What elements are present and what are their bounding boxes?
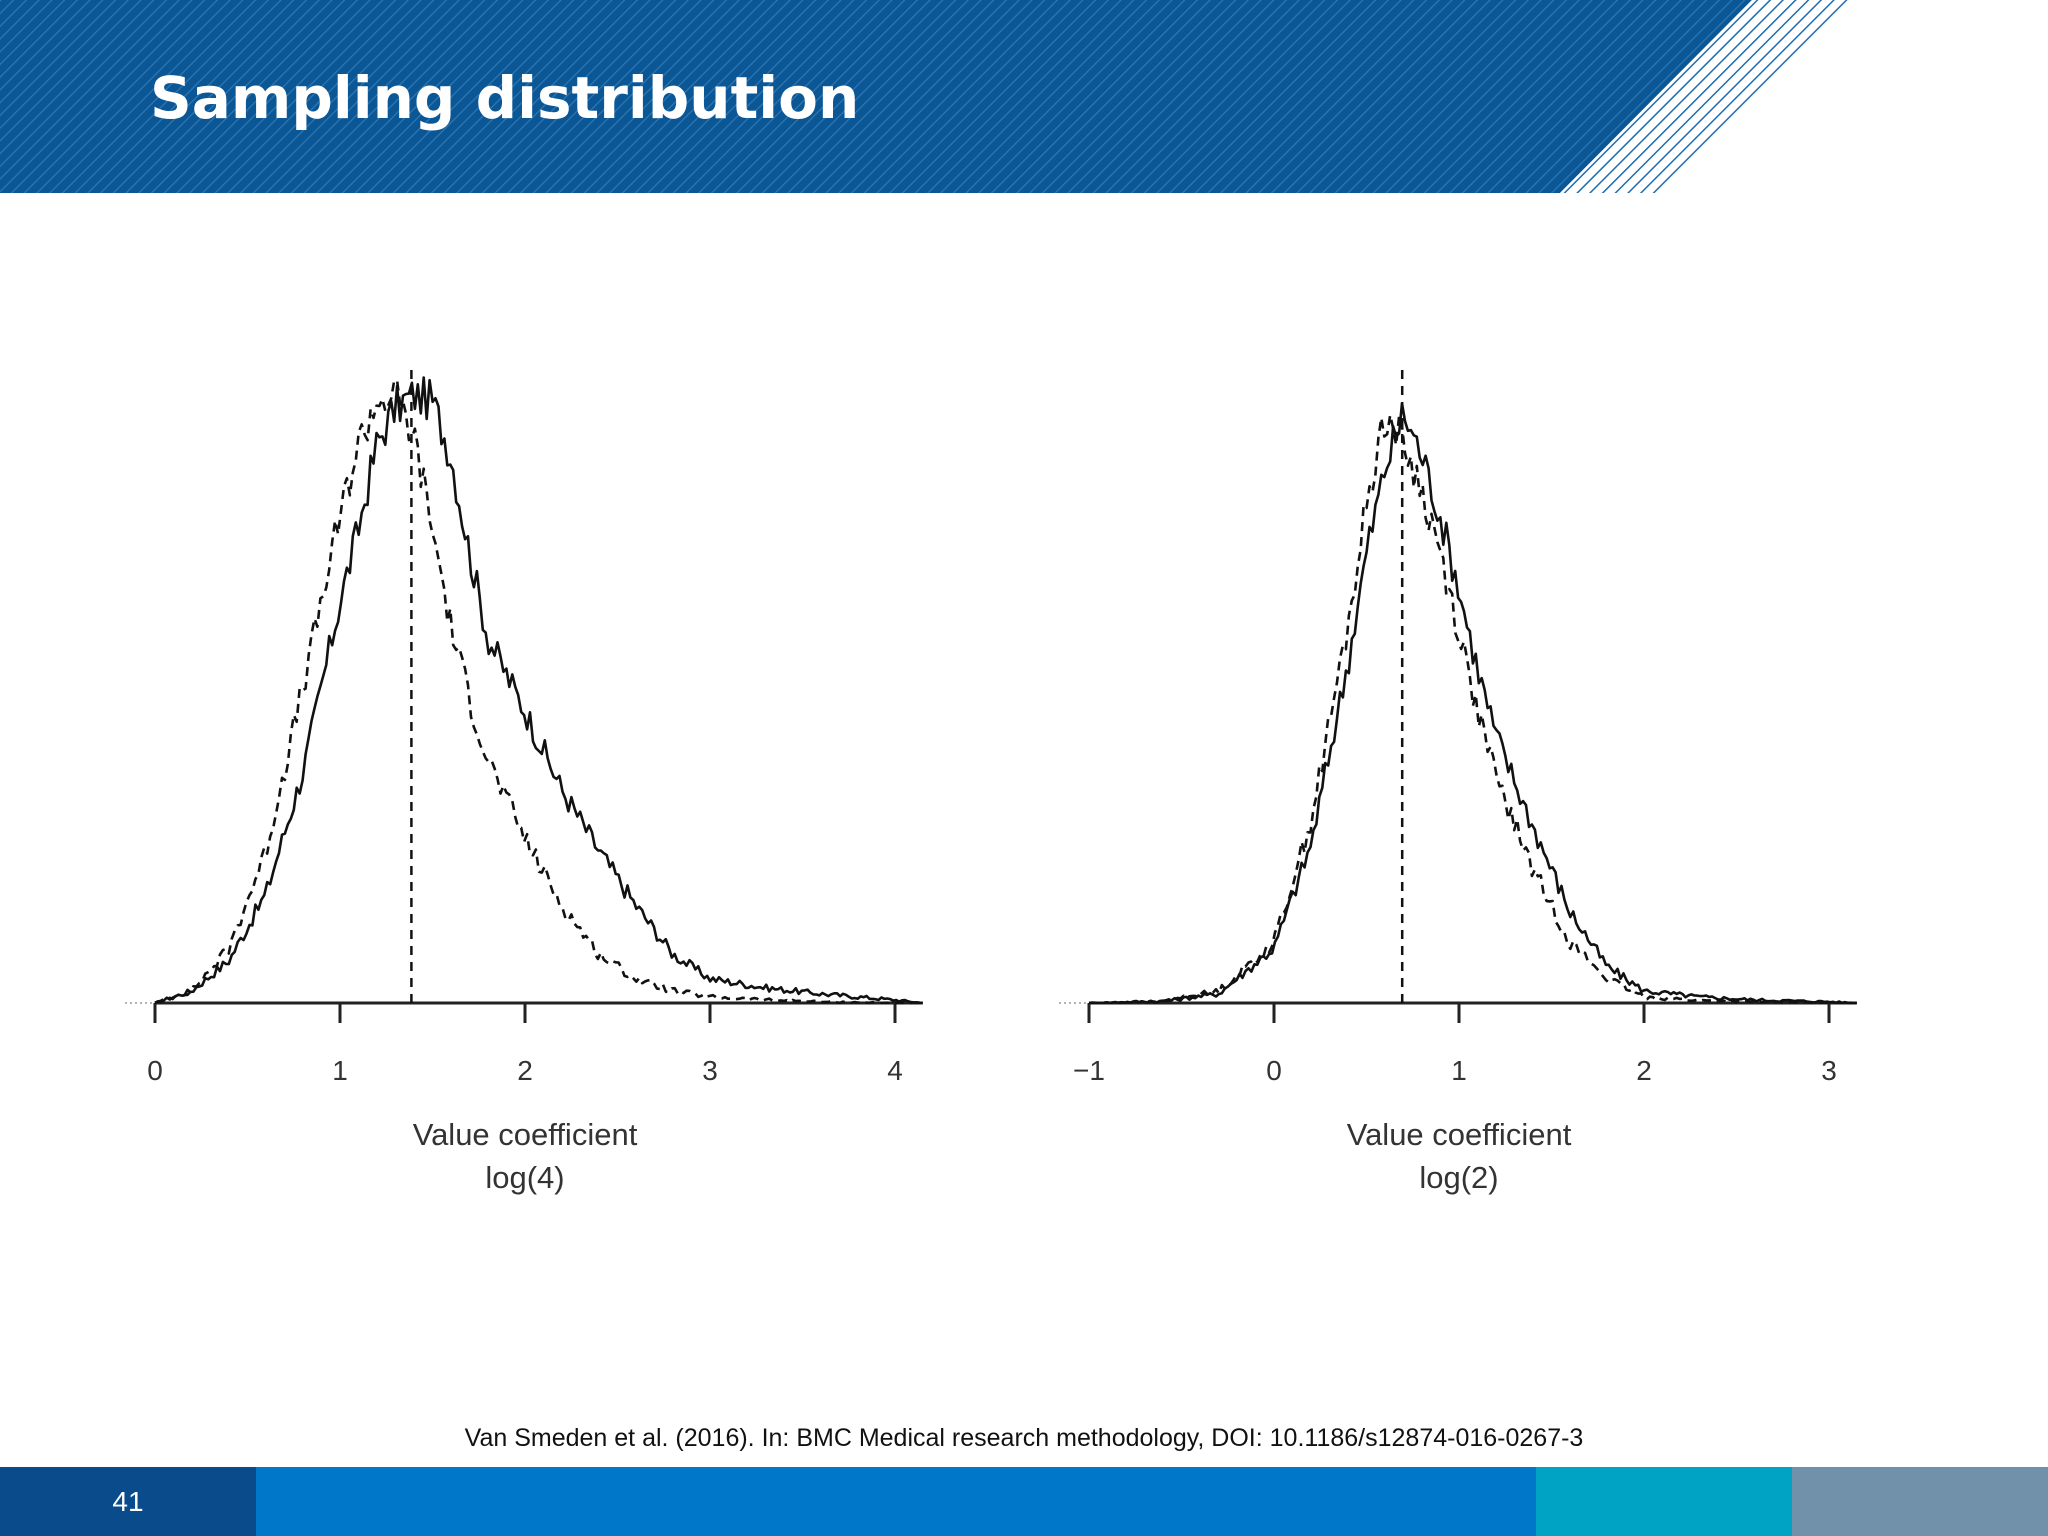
x-axis-label: Value coefficient	[1347, 1117, 1572, 1152]
slide-footer: 41	[0, 1467, 2048, 1536]
x-tick-label: 1	[332, 1055, 348, 1086]
series-solid-curve	[154, 376, 923, 1005]
footer-segment-mid	[256, 1467, 1536, 1536]
x-axis-label-secondary: log(2)	[1419, 1160, 1498, 1195]
x-tick-label: 0	[147, 1055, 163, 1086]
slide-title: Sampling distribution	[150, 64, 860, 132]
x-axis-label-secondary: log(4)	[485, 1160, 564, 1195]
x-tick-label: 2	[517, 1055, 533, 1086]
page-number: 41	[112, 1486, 144, 1517]
x-axis-label: Value coefficient	[413, 1117, 638, 1152]
series-dashed-curve	[154, 379, 923, 1005]
footer-segment-gray	[1792, 1467, 2048, 1536]
series-dashed-curve	[1088, 413, 1857, 1005]
chart-right: −1 0 1 2 3 Value coefficient log(2)	[1059, 370, 1857, 1195]
chart-left: 0 1 2 3 4 Value coefficient log(4)	[125, 370, 923, 1195]
x-tick-label: −1	[1073, 1055, 1105, 1086]
footer-segment-teal	[1536, 1467, 1792, 1536]
citation: Van Smeden et al. (2016). In: BMC Medica…	[464, 1424, 1584, 1452]
x-tick-label: 3	[702, 1055, 718, 1086]
slide-header: Sampling distribution	[0, 0, 2048, 193]
x-tick-label: 0	[1266, 1055, 1282, 1086]
series-solid-curve	[1088, 402, 1857, 1005]
x-tick-label: 1	[1451, 1055, 1467, 1086]
header-background	[0, 0, 1852, 193]
x-tick-label: 2	[1636, 1055, 1652, 1086]
x-tick-label: 4	[887, 1055, 903, 1086]
footer-segment-dark	[0, 1467, 256, 1536]
x-tick-label: 3	[1821, 1055, 1837, 1086]
